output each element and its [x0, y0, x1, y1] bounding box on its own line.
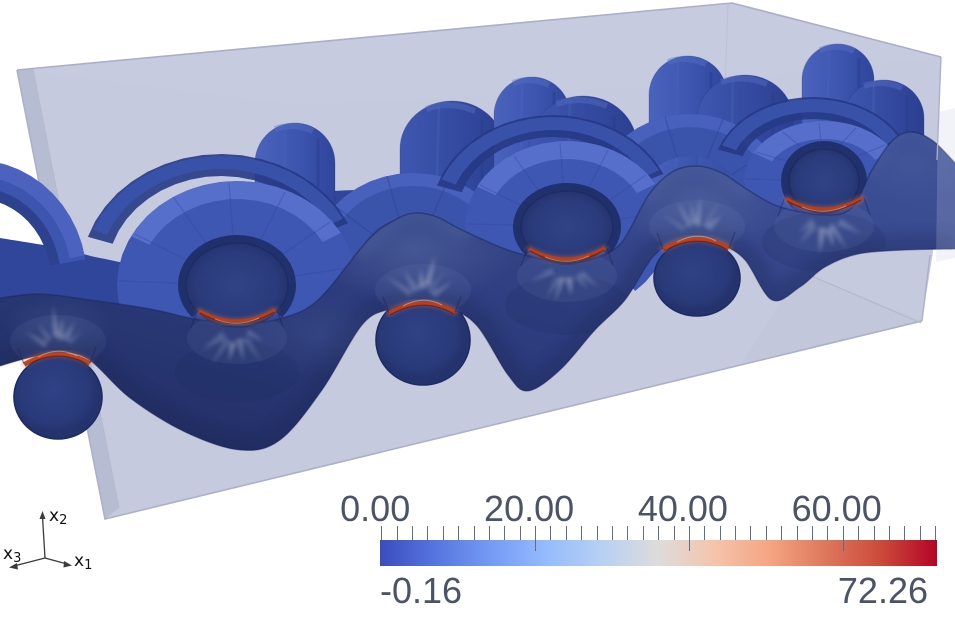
axis-x1-arrowhead — [63, 561, 72, 568]
axis-x3-arrowhead — [9, 563, 18, 570]
left-arch-fragment — [0, 163, 86, 266]
stress-hotspots-bottom — [187, 194, 874, 365]
axes-triad-labels: x1 x2 x3 — [3, 506, 92, 573]
front-warp-arches — [87, 97, 904, 363]
stress-hotspots-top — [10, 196, 745, 368]
box-edges-front — [16, 2, 955, 322]
axes-triad — [9, 511, 72, 570]
axis-label-x2: x2 — [49, 506, 67, 528]
axis-label-x1: x1 — [74, 551, 92, 573]
weft-cross-sections-upper — [185, 148, 860, 328]
axis-x2-arrowhead — [39, 511, 46, 519]
axis-label-x3: x3 — [3, 544, 21, 566]
